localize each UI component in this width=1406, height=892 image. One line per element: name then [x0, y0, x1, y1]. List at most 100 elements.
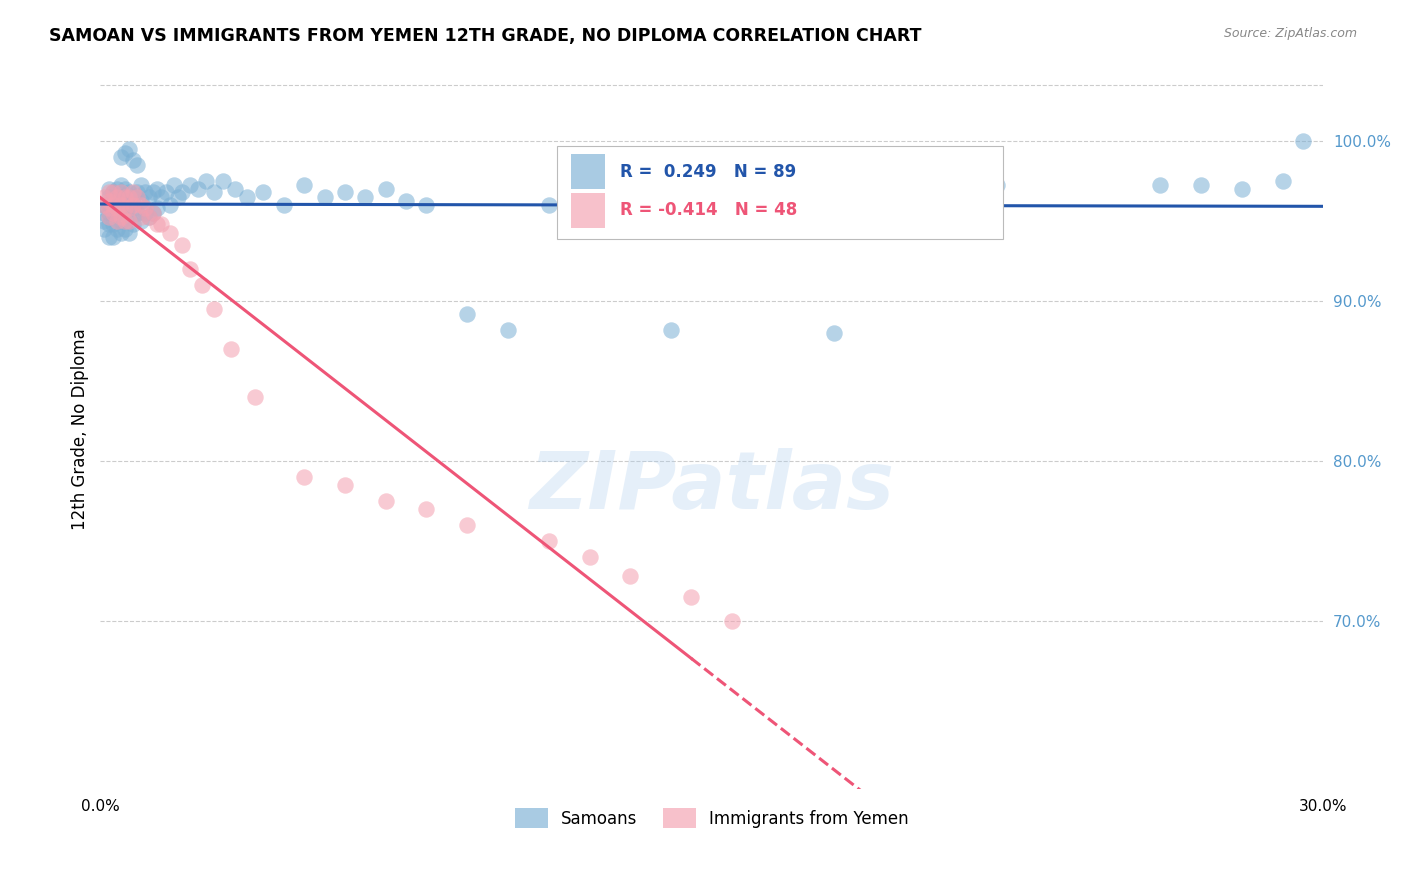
Bar: [571, 154, 606, 189]
Point: [415, 197, 437, 211]
Point: [333, 478, 356, 492]
Point: [333, 185, 356, 199]
Point: [110, 189, 132, 203]
Point: [537, 533, 560, 548]
Point: [97, 181, 120, 195]
Point: [537, 197, 560, 211]
Point: [204, 185, 226, 199]
Point: [415, 502, 437, 516]
Point: [252, 185, 274, 199]
Point: [578, 549, 600, 564]
Point: [619, 569, 641, 583]
Point: [114, 181, 136, 195]
Point: [118, 201, 141, 215]
Point: [292, 470, 315, 484]
Point: [191, 277, 214, 292]
Point: [97, 197, 120, 211]
Point: [146, 201, 169, 215]
Point: [138, 211, 160, 225]
Point: [187, 181, 209, 195]
Point: [129, 197, 152, 211]
Point: [93, 205, 115, 219]
Point: [101, 194, 124, 209]
Point: [163, 178, 186, 193]
Point: [125, 185, 148, 199]
Y-axis label: 12th Grade, No Diploma: 12th Grade, No Diploma: [72, 328, 89, 530]
Point: [114, 204, 136, 219]
Point: [122, 153, 145, 167]
Point: [456, 518, 478, 533]
Point: [110, 197, 132, 211]
Point: [101, 185, 124, 199]
Point: [97, 229, 120, 244]
Point: [97, 201, 120, 215]
Point: [118, 197, 141, 211]
Point: [101, 197, 124, 211]
Point: [142, 205, 165, 219]
Point: [118, 142, 141, 156]
Text: Source: ZipAtlas.com: Source: ZipAtlas.com: [1223, 27, 1357, 40]
Point: [1230, 181, 1253, 195]
Point: [125, 189, 148, 203]
Point: [93, 221, 115, 235]
Text: ZIPatlas: ZIPatlas: [529, 448, 894, 525]
Point: [114, 221, 136, 235]
Point: [195, 173, 218, 187]
Point: [179, 178, 201, 193]
FancyBboxPatch shape: [557, 145, 1002, 239]
Point: [292, 178, 315, 193]
Point: [741, 189, 763, 203]
Point: [496, 322, 519, 336]
Point: [97, 194, 120, 209]
Point: [97, 185, 120, 199]
Point: [159, 227, 181, 241]
Point: [314, 189, 336, 203]
Point: [134, 201, 156, 215]
Point: [105, 213, 128, 227]
Text: R = -0.414   N = 48: R = -0.414 N = 48: [620, 202, 797, 219]
Point: [138, 189, 160, 203]
Point: [110, 211, 132, 225]
Point: [211, 173, 233, 187]
Point: [273, 197, 295, 211]
Point: [105, 194, 128, 209]
Point: [110, 185, 132, 199]
Point: [101, 205, 124, 219]
Point: [118, 211, 141, 225]
Point: [105, 189, 128, 203]
Point: [354, 189, 377, 203]
Point: [101, 205, 124, 219]
Point: [374, 181, 396, 195]
Point: [374, 494, 396, 508]
Point: [97, 211, 120, 225]
Point: [122, 201, 145, 215]
Point: [142, 185, 165, 199]
Point: [681, 590, 703, 604]
Point: [245, 390, 267, 404]
Point: [110, 150, 132, 164]
Point: [93, 197, 115, 211]
Point: [110, 213, 132, 227]
Point: [219, 342, 242, 356]
Point: [110, 201, 132, 215]
Point: [93, 197, 115, 211]
Point: [146, 181, 169, 195]
Point: [114, 201, 136, 215]
Point: [114, 146, 136, 161]
Point: [236, 189, 259, 203]
Point: [155, 185, 177, 199]
Text: R =  0.249   N = 89: R = 0.249 N = 89: [620, 162, 796, 180]
Point: [1292, 134, 1315, 148]
Point: [114, 193, 136, 207]
Point: [110, 178, 132, 193]
Point: [118, 213, 141, 227]
Legend: Samoans, Immigrants from Yemen: Samoans, Immigrants from Yemen: [508, 801, 915, 835]
Point: [1149, 178, 1171, 193]
Point: [170, 185, 193, 199]
Point: [118, 227, 141, 241]
Point: [146, 217, 169, 231]
Point: [166, 189, 188, 203]
Text: SAMOAN VS IMMIGRANTS FROM YEMEN 12TH GRADE, NO DIPLOMA CORRELATION CHART: SAMOAN VS IMMIGRANTS FROM YEMEN 12TH GRA…: [49, 27, 922, 45]
Point: [150, 217, 173, 231]
Point: [159, 197, 181, 211]
